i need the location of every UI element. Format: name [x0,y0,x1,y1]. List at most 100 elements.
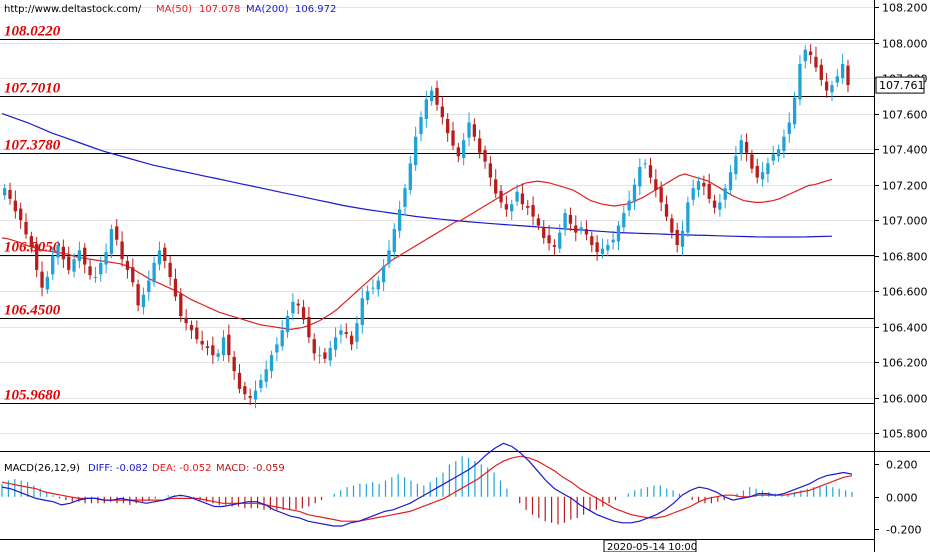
candle-body [349,335,354,345]
macd-tick-label: 0.000 [886,492,918,505]
candle-body [707,183,711,199]
candle-body [83,247,87,265]
candle-body [574,225,578,233]
ma50-value: 107.078 [199,4,240,15]
candle-body [125,261,130,270]
candle-body [232,356,236,372]
candle-body [830,85,834,93]
candle-body [824,81,829,91]
candle-body [264,369,268,382]
candle-body [419,117,423,135]
candle-body [243,386,247,395]
candle-body [787,122,791,135]
candle-body [424,99,428,119]
price-tick-label: 106.400 [882,322,928,335]
candle-body [510,204,514,212]
candle-body [413,136,418,166]
candle-body [237,372,242,389]
candle-body [526,205,530,208]
candle-body [157,250,162,265]
candle-body [776,149,781,157]
candle-body [835,76,839,83]
candle-body [131,267,135,283]
macd-dea-line [1,455,853,522]
price-tick-label: 107.200 [882,180,928,193]
candle-body [648,165,653,178]
candle-body [339,330,343,335]
candle-body [104,252,108,265]
grid-lines [0,7,874,434]
candle-body [115,226,119,240]
candle-body [296,303,300,306]
candle-body [301,307,306,320]
candle-body [269,355,274,372]
candle-body [584,229,589,235]
candle-body [275,344,279,353]
candle-body [8,189,12,199]
current-price-marker: 107.761 [875,76,925,94]
candle-body [285,316,290,333]
candle-body [200,340,204,345]
candle-body [718,202,722,210]
level-label: 107.7010 [4,81,61,97]
candle-body [712,200,717,208]
candle-body [344,332,348,334]
candle-body [814,56,818,68]
candle-body [723,188,727,200]
macd-histogram [1,456,853,525]
candle-body [88,266,92,276]
candle-body [13,200,17,212]
candle-body [659,187,663,203]
candle-body [467,122,471,138]
price-tick-label: 105.800 [882,428,928,441]
candle-body [141,294,146,308]
candle-body [691,188,695,200]
candle-body [846,65,850,86]
candle-body [61,246,66,260]
ma50-line [1,173,833,331]
price-tick-label: 106.200 [882,357,928,370]
candle-body [579,227,583,230]
candle-body [24,221,28,235]
candle-body [328,348,332,361]
candle-body [72,259,76,272]
macd-value-label: MACD: -0.059 [216,463,285,474]
candle-body [462,140,466,159]
price-tick-label: 108.000 [882,38,928,51]
candle-body [675,229,679,246]
ma200-line [1,113,833,238]
candle-body [766,163,770,175]
source-url[interactable]: http://www.deltastock.com/ [4,4,142,15]
candle-body [371,287,375,289]
candle-body [163,247,167,262]
candle-body [568,214,573,224]
candle-body [355,323,359,342]
candle-body [195,327,199,340]
candle-body [19,208,23,221]
macd-diff-label: DIFF: -0.082 [88,463,148,474]
candle-body [403,188,407,207]
candle-body [184,317,188,324]
candle-body [120,241,124,260]
macd-tick-label: -0.200 [886,524,921,537]
candle-body [35,244,39,270]
candle-body [531,205,535,217]
candle-body [227,334,231,356]
candle-body [750,154,754,169]
candle-body [696,181,701,190]
candle-body [616,225,621,242]
candle-body [627,200,631,211]
candle-body [680,230,685,247]
candle-body [360,298,364,325]
candle-body [808,51,813,56]
candle-body [56,245,60,258]
level-label: 108.0220 [4,24,61,40]
main-plot-area [0,0,874,451]
candle-body [792,97,797,125]
candle-body [307,316,311,338]
candle-body [392,229,396,253]
candle-body [93,276,98,278]
candle-body [664,204,669,217]
candle-body [638,166,642,187]
